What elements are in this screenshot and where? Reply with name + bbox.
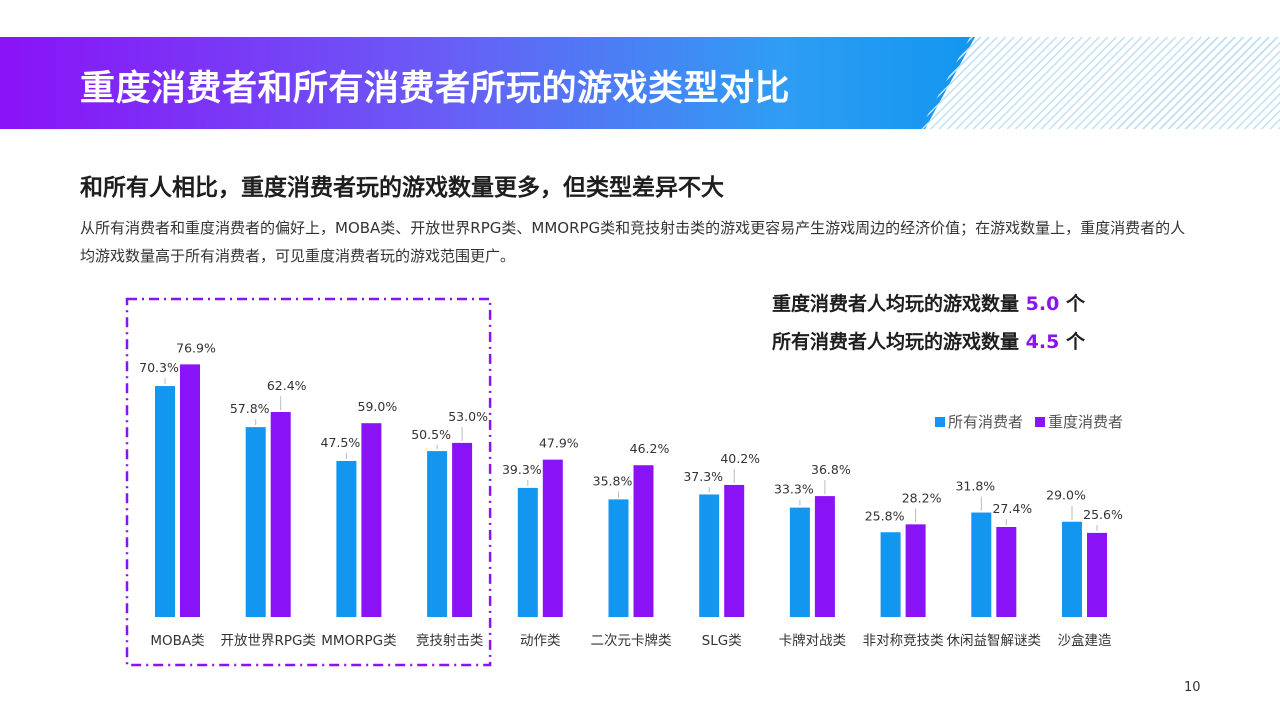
bar-all-consumers — [427, 451, 448, 617]
stat-label: 所有消费者人均玩的游戏数量 — [772, 331, 1020, 353]
section-subtitle: 和所有人相比，重度消费者玩的游戏数量更多，但类型差异不大 — [80, 175, 724, 201]
category-label: 沙盒建造 — [1058, 632, 1112, 649]
bar-all-consumers — [880, 532, 901, 617]
bar-heavy-consumers — [180, 364, 200, 617]
bar-heavy-consumers — [633, 465, 654, 617]
category-label: 卡牌对战类 — [779, 632, 847, 649]
stat-value: 4.5 — [1025, 331, 1060, 353]
bar-all-consumers — [155, 386, 175, 617]
bar-heavy-consumers — [905, 524, 926, 617]
bar-heavy-consumers — [542, 459, 563, 617]
legend-swatch — [1035, 417, 1045, 427]
data-label: 31.8% — [955, 479, 995, 494]
category-label: 开放世界RPG类 — [220, 633, 315, 649]
header-hatch-decoration — [920, 37, 1280, 129]
data-label: 25.8% — [865, 508, 905, 523]
data-label: 59.0% — [358, 399, 398, 414]
data-label: 29.0% — [1046, 488, 1086, 503]
legend-entry: 重度消费者 — [1048, 413, 1123, 431]
bar-all-consumers — [971, 512, 992, 617]
bar-heavy-consumers — [452, 442, 473, 617]
data-label: 53.0% — [448, 409, 488, 424]
data-label: 35.8% — [593, 473, 633, 488]
data-label: 27.4% — [992, 501, 1032, 516]
data-label: 50.5% — [411, 427, 451, 442]
data-label: 28.2% — [902, 490, 942, 505]
stat-unit: 个 — [1065, 293, 1085, 315]
bar-all-consumers — [789, 507, 810, 617]
data-label: 33.3% — [774, 482, 814, 497]
data-label: 39.3% — [502, 462, 542, 477]
stat-all-consumers: 所有消费者人均玩的游戏数量 4.5 个 — [772, 327, 1085, 354]
category-label: MOBA类 — [150, 633, 204, 649]
legend-entry: 所有消费者 — [948, 413, 1023, 431]
bar-heavy-consumers — [361, 423, 382, 617]
bar-all-consumers — [1062, 521, 1082, 617]
page-title: 重度消费者和所有消费者所玩的游戏类型对比 — [80, 69, 791, 109]
data-label: 25.6% — [1083, 507, 1123, 522]
category-label: SLG类 — [702, 633, 742, 649]
data-label: 57.8% — [230, 401, 270, 416]
stat-label: 重度消费者人均玩的游戏数量 — [772, 293, 1020, 315]
header-banner — [0, 37, 975, 129]
bar-all-consumers — [336, 460, 357, 617]
data-label: 47.9% — [539, 436, 579, 451]
category-label: 竞技射击类 — [416, 632, 484, 649]
stat-value: 5.0 — [1025, 293, 1060, 315]
data-label: 46.2% — [630, 441, 670, 456]
highlight-box — [125, 297, 492, 667]
data-label: 76.9% — [176, 340, 216, 355]
data-label: 62.4% — [267, 378, 307, 393]
bar-heavy-consumers — [724, 484, 745, 617]
bar-all-consumers — [699, 494, 720, 617]
bar-all-consumers — [608, 499, 629, 617]
category-label: MMORPG类 — [321, 633, 396, 649]
data-label: 70.3% — [139, 360, 179, 375]
stat-heavy-consumers: 重度消费者人均玩的游戏数量 5.0 个 — [772, 289, 1085, 316]
category-label: 动作类 — [520, 633, 561, 649]
bar-heavy-consumers — [814, 496, 835, 617]
page-number: 10 — [1184, 680, 1201, 695]
stat-unit: 个 — [1065, 331, 1085, 353]
category-label: 休闲益智解谜类 — [947, 633, 1042, 649]
bar-all-consumers — [245, 427, 266, 617]
data-label: 40.2% — [720, 451, 760, 466]
bar-all-consumers — [517, 487, 538, 617]
category-label: 非对称竞技类 — [863, 632, 944, 649]
data-label: 36.8% — [811, 462, 851, 477]
category-label: 二次元卡牌类 — [591, 632, 672, 649]
legend-swatch — [935, 417, 945, 427]
bar-heavy-consumers — [270, 412, 291, 617]
bar-heavy-consumers — [996, 526, 1017, 617]
bar-heavy-consumers — [1087, 532, 1107, 617]
description-text: 从所有消费者和重度消费者的偏好上，MOBA类、开放世界RPG类、MMORPG类和… — [80, 219, 1186, 265]
data-label: 47.5% — [321, 435, 361, 450]
data-label: 37.3% — [683, 469, 723, 484]
